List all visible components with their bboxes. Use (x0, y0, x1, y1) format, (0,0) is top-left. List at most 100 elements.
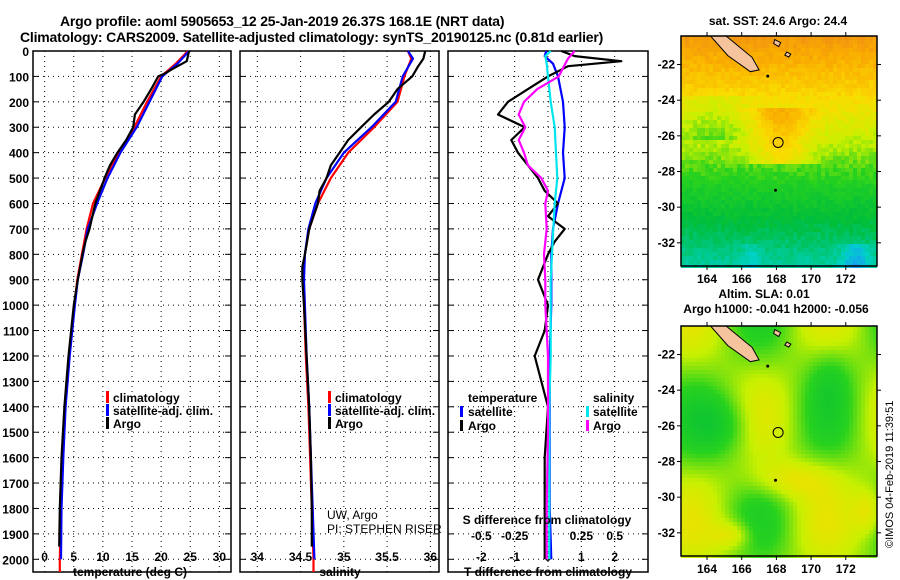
map-cell (773, 204, 777, 208)
map-cell (693, 164, 697, 168)
map-cell (849, 68, 853, 72)
map-cell (809, 116, 813, 120)
map-cell (741, 358, 745, 362)
map-cell (817, 362, 821, 366)
map-cell (709, 100, 713, 104)
map-cell (805, 326, 809, 330)
map-cell (817, 438, 821, 442)
map-cell (733, 252, 737, 256)
map-cell (749, 438, 753, 442)
map-cell (725, 200, 729, 204)
map-cell (757, 124, 761, 128)
map-cell (857, 80, 861, 84)
map-cell (773, 112, 777, 116)
map-cell (841, 394, 845, 398)
map-cell (693, 260, 697, 264)
map-cell (729, 196, 733, 200)
map-cell (777, 204, 781, 208)
map-cell (709, 160, 713, 164)
map-cell (737, 248, 741, 252)
map-cell (733, 120, 737, 124)
map-cell (865, 406, 869, 410)
map-cell (785, 458, 789, 462)
map-cell (705, 100, 709, 104)
map-cell (729, 112, 733, 116)
map-cell (817, 466, 821, 470)
map-cell (701, 84, 705, 88)
map-cell (749, 216, 753, 220)
map-cell (837, 240, 841, 244)
map-cell (709, 64, 713, 68)
x-tick-label: 1 (578, 550, 585, 564)
map-cell (753, 426, 757, 430)
map-cell (865, 60, 869, 64)
map-cell (689, 120, 693, 124)
map-cell (873, 370, 877, 374)
map-cell (717, 338, 721, 342)
map-cell (701, 330, 705, 334)
map-cell (789, 80, 793, 84)
map-cell (809, 386, 813, 390)
map-cell (705, 96, 709, 100)
map-cell (733, 192, 737, 196)
map-cell (773, 152, 777, 156)
map-cell (793, 346, 797, 350)
map-cell (873, 240, 877, 244)
map-cell (801, 438, 805, 442)
map-cell (793, 60, 797, 64)
map-cell (853, 40, 857, 44)
map-cell (741, 378, 745, 382)
map-cell (773, 458, 777, 462)
map-cell (685, 44, 689, 48)
map-cell (865, 180, 869, 184)
map-cell (733, 184, 737, 188)
map-cell (745, 132, 749, 136)
map-cell (773, 52, 777, 56)
map-cell (721, 462, 725, 466)
x-tick-label: 34.5 (289, 550, 313, 564)
map-cell (797, 160, 801, 164)
map-cell (757, 120, 761, 124)
map-cell (721, 128, 725, 132)
map-cell (713, 72, 717, 76)
map-cell (741, 244, 745, 248)
map-cell (693, 256, 697, 260)
map-cell (729, 116, 733, 120)
map-cell (833, 326, 837, 330)
map-cell (721, 394, 725, 398)
x-tick-label: 30 (213, 550, 227, 564)
map-cell (737, 128, 741, 132)
map-cell (801, 148, 805, 152)
map-cell (805, 414, 809, 418)
map-cell (745, 72, 749, 76)
map-cell (873, 160, 877, 164)
map-cell (821, 112, 825, 116)
map-cell (693, 80, 697, 84)
map-cell (833, 410, 837, 414)
map-cell (733, 124, 737, 128)
map-cell (789, 148, 793, 152)
map-cell (785, 100, 789, 104)
map-cell (869, 216, 873, 220)
map-cell (809, 48, 813, 52)
map-cell (797, 244, 801, 248)
map-cell (853, 334, 857, 338)
map-cell (781, 184, 785, 188)
map-cell (797, 474, 801, 478)
map-cell (753, 402, 757, 406)
map-cell (845, 156, 849, 160)
map-cell (717, 224, 721, 228)
map-cell (793, 430, 797, 434)
map-cell (857, 442, 861, 446)
map-cell (849, 458, 853, 462)
map-cell (825, 52, 829, 56)
map-cell (729, 128, 733, 132)
map-cell (705, 430, 709, 434)
map-cell (805, 374, 809, 378)
map-cell (769, 326, 773, 330)
map-cell (733, 172, 737, 176)
map-cell (793, 350, 797, 354)
map-cell (737, 156, 741, 160)
map-cell (765, 48, 769, 52)
map-cell (729, 36, 733, 40)
